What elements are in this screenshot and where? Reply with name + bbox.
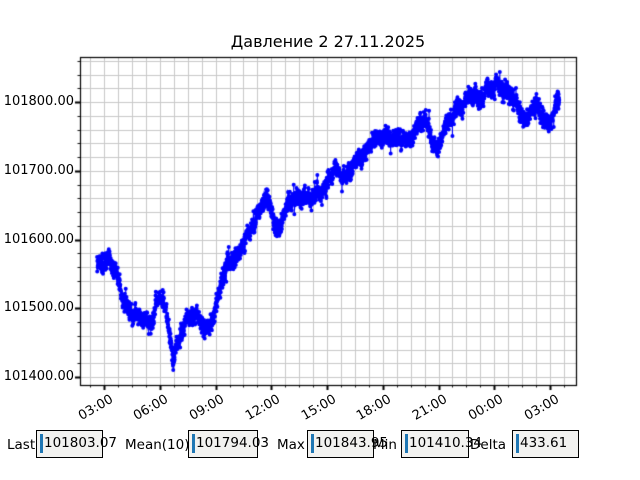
chart-title: Давление 2 27.11.2025 [230,32,426,51]
min-field[interactable]: 101410.34 [401,430,482,458]
y-tick-label: 101800.00 [3,94,74,110]
y-tick-label: 101600.00 [3,231,74,247]
stat-label-last: Last [7,437,36,453]
max-field[interactable]: 101843.95 [307,430,388,458]
stat-label-min: Min [373,437,397,453]
delta-field[interactable]: 433.61 [512,430,579,458]
text-caret [311,434,314,453]
text-caret [192,434,195,453]
text-caret [516,434,519,453]
stat-label-mean: Mean(10) [125,437,190,453]
stat-value-min: 101410.34 [409,435,483,451]
y-tick-label: 101700.00 [3,162,74,178]
stat-value-mean: 101794.03 [196,435,270,451]
y-tick-label: 101400.00 [3,369,74,385]
stat-value-last: 101803.07 [44,435,118,451]
mean-field[interactable]: 101794.03 [188,430,269,458]
last-field[interactable]: 101803.07 [36,430,117,458]
stat-label-delta: Delta [470,437,507,453]
text-caret [40,434,43,453]
stat-value-delta: 433.61 [520,435,568,451]
stat-value-max: 101843.95 [315,435,389,451]
text-caret [405,434,408,453]
stat-label-max: Max [277,437,305,453]
y-tick-label: 101500.00 [3,300,74,316]
